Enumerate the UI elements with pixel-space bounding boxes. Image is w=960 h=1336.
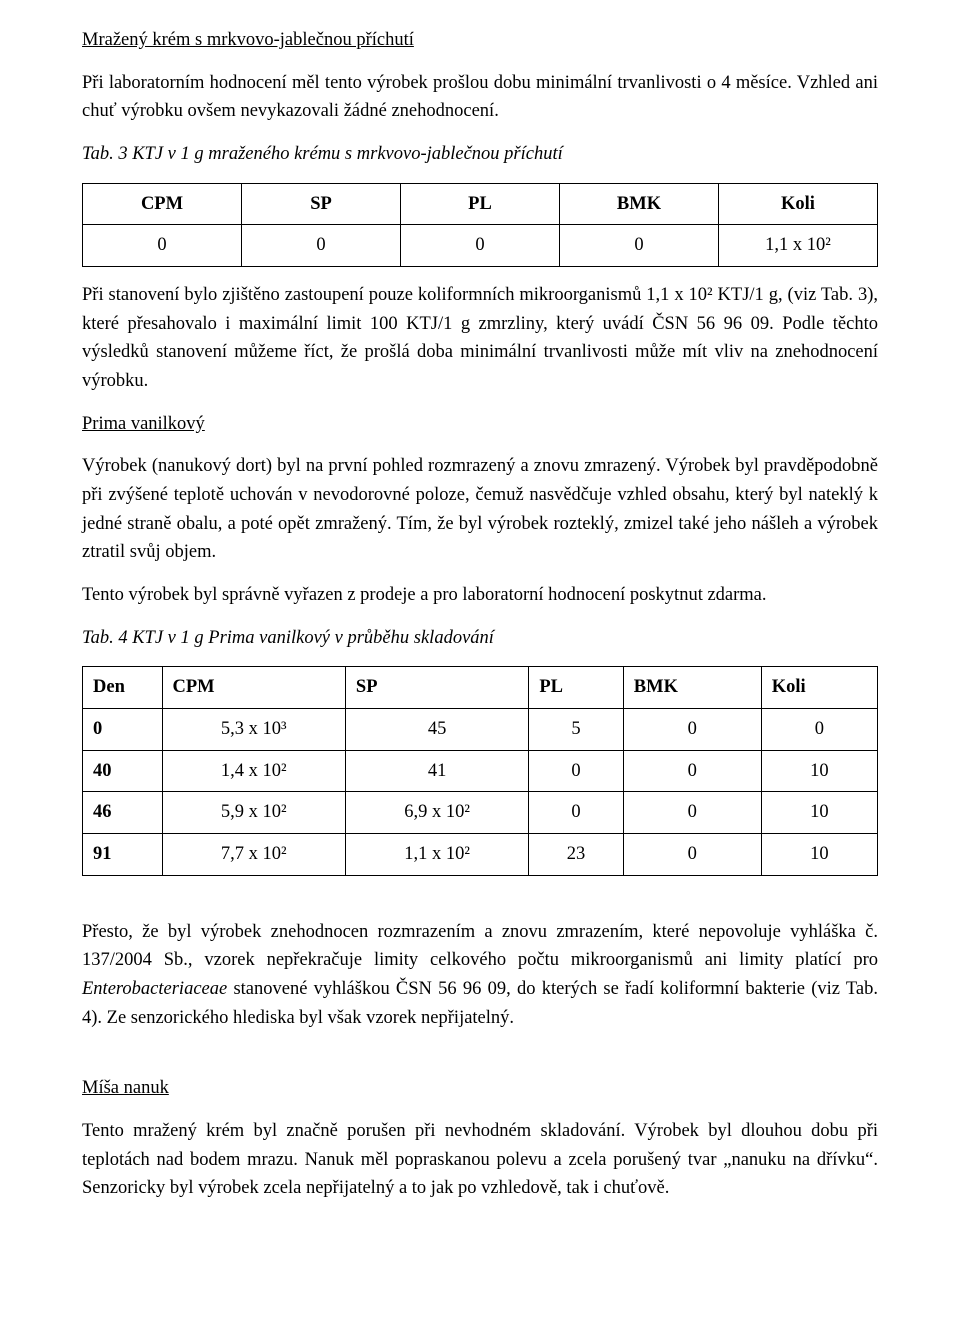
- table3-caption: Tab. 3 KTJ v 1 g mraženého krému s mrkvo…: [82, 140, 878, 169]
- table3: CPM SP PL BMK Koli 0 0 0 0 1,1 x 10²: [82, 183, 878, 267]
- t4-r1-c3: 0: [529, 750, 623, 792]
- t4-r2-c3: 0: [529, 792, 623, 834]
- t3-r0-c1: 0: [242, 225, 401, 267]
- section1-title: Mražený krém s mrkvovo-jablečnou příchut…: [82, 30, 414, 50]
- t4-r0-c1: 5,3 x 10³: [162, 709, 345, 751]
- t4-r0-c5: 0: [761, 709, 877, 751]
- t4-r1-c4: 0: [623, 750, 761, 792]
- t3-r0-c0: 0: [83, 225, 242, 267]
- t4-r1-c0: 40: [93, 761, 112, 781]
- t4-r2-c5: 10: [761, 792, 877, 834]
- t4-h-pl: PL: [529, 667, 623, 709]
- t4-h-cpm: CPM: [162, 667, 345, 709]
- section2-p3-italic: Enterobacteriaceae: [82, 979, 227, 999]
- t4-r1-c5: 10: [761, 750, 877, 792]
- table4-caption: Tab. 4 KTJ v 1 g Prima vanilkový v průbě…: [82, 624, 878, 653]
- t3-r0-c2: 0: [401, 225, 560, 267]
- t3-h-sp: SP: [242, 183, 401, 225]
- t4-r3-c2: 1,1 x 10²: [345, 834, 528, 876]
- section1-p1: Při laboratorním hodnocení měl tento výr…: [82, 69, 878, 126]
- t3-h-cpm: CPM: [83, 183, 242, 225]
- t3-h-koli: Koli: [719, 183, 878, 225]
- section2-p2: Tento výrobek byl správně vyřazen z prod…: [82, 581, 878, 610]
- t4-r3-c4: 0: [623, 834, 761, 876]
- t4-r0-c0: 0: [93, 719, 102, 739]
- t4-r1-c2: 41: [345, 750, 528, 792]
- t4-h-koli: Koli: [761, 667, 877, 709]
- t4-r2-c2: 6,9 x 10²: [345, 792, 528, 834]
- section1-p2: Při stanovení bylo zjištěno zastoupení p…: [82, 281, 878, 396]
- t4-r1-c1: 1,4 x 10²: [162, 750, 345, 792]
- t4-r2-c1: 5,9 x 10²: [162, 792, 345, 834]
- t4-r3-c0: 91: [93, 844, 112, 864]
- t4-r3-c5: 10: [761, 834, 877, 876]
- t4-r2-c4: 0: [623, 792, 761, 834]
- t4-r2-c0: 46: [93, 802, 112, 822]
- section3-p1: Tento mražený krém byl značně porušen př…: [82, 1117, 878, 1203]
- table4: Den CPM SP PL BMK Koli 0 5,3 x 10³ 45 5 …: [82, 666, 878, 875]
- t4-r3-c1: 7,7 x 10²: [162, 834, 345, 876]
- t4-r0-c4: 0: [623, 709, 761, 751]
- t4-r3-c3: 23: [529, 834, 623, 876]
- section3-title: Míša nanuk: [82, 1078, 169, 1098]
- t4-h-sp: SP: [345, 667, 528, 709]
- t4-r0-c3: 5: [529, 709, 623, 751]
- t4-h-den: Den: [83, 667, 163, 709]
- section2-p3: Přesto, že byl výrobek znehodnocen rozmr…: [82, 918, 878, 1033]
- section2-title: Prima vanilkový: [82, 414, 205, 434]
- t4-h-bmk: BMK: [623, 667, 761, 709]
- t3-r0-c3: 0: [560, 225, 719, 267]
- t4-r0-c2: 45: [345, 709, 528, 751]
- t3-h-bmk: BMK: [560, 183, 719, 225]
- section2-p1: Výrobek (nanukový dort) byl na první poh…: [82, 452, 878, 567]
- t3-r0-c4: 1,1 x 10²: [719, 225, 878, 267]
- t3-h-pl: PL: [401, 183, 560, 225]
- section2-p3a: Přesto, že byl výrobek znehodnocen rozmr…: [82, 922, 878, 971]
